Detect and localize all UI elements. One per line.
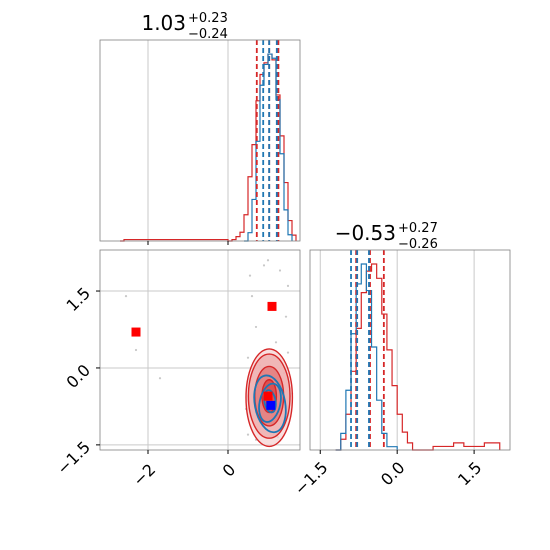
top-panel-histogram-blue bbox=[244, 53, 293, 242]
corner-scatter-point-17 bbox=[124, 295, 128, 298]
right-panel-tick-label-x-1: 0.0 bbox=[377, 458, 408, 489]
right-panel-title-value: −0.53 bbox=[335, 221, 396, 245]
right-panel-tick-label-x-2: 1.5 bbox=[454, 458, 485, 489]
corner-blue-contour-2 bbox=[253, 374, 287, 434]
corner-blue-contour-0 bbox=[263, 389, 277, 414]
corner-frame bbox=[99, 249, 301, 451]
corner-scatter-point-8 bbox=[286, 351, 290, 354]
right-panel-title-lower-error: −0.26 bbox=[398, 237, 438, 252]
right-panel-title: −0.53 +0.27−0.26 bbox=[335, 221, 438, 252]
corner-tick-label-x-0: −2 bbox=[129, 460, 159, 490]
corner-scatter-point-2 bbox=[278, 269, 282, 272]
right-panel-frame bbox=[309, 249, 511, 451]
corner-scatter-point-13 bbox=[246, 433, 250, 436]
top-panel-title-upper-error: +0.23 bbox=[188, 11, 228, 26]
corner-scatter-point-1 bbox=[262, 264, 266, 267]
corner-scatter-point-9 bbox=[246, 356, 250, 359]
corner-scatter-point-4 bbox=[250, 295, 254, 298]
corner-tick-label-y-1: 0.0 bbox=[63, 361, 94, 392]
corner-scatter-point-6 bbox=[274, 341, 278, 344]
right-panel-histogram-red bbox=[335, 263, 501, 451]
corner-red-marker-1 bbox=[267, 301, 277, 311]
top-panel-title: 1.03 +0.23−0.24 bbox=[141, 11, 227, 42]
top-panel-title-lower-error: −0.24 bbox=[188, 27, 228, 42]
right-panel-tick-label-x-0: −1.5 bbox=[291, 458, 332, 499]
corner-scatter-point-18 bbox=[134, 348, 138, 352]
right-panel-title-upper-error: +0.27 bbox=[398, 221, 438, 236]
corner-scatter-point-7 bbox=[254, 325, 258, 329]
corner-blue-marker bbox=[266, 400, 276, 410]
corner-tick-label-y-2: 1.5 bbox=[63, 284, 94, 315]
top-panel-title-value: 1.03 bbox=[141, 11, 186, 35]
corner-scatter-point-20 bbox=[266, 259, 270, 262]
corner-tick-label-x-1: 0 bbox=[219, 460, 240, 481]
right-panel-histogram-blue bbox=[335, 263, 398, 451]
corner-red-marker-0 bbox=[131, 327, 141, 337]
corner-scatter-point-3 bbox=[286, 284, 290, 287]
corner-blue-contour-1 bbox=[258, 382, 282, 423]
corner-scatter-point-19 bbox=[158, 377, 162, 380]
corner-scatter-point-5 bbox=[284, 315, 288, 318]
top-panel-frame bbox=[99, 39, 301, 242]
corner-scatter-point-0 bbox=[248, 274, 252, 277]
corner-red-marker-2 bbox=[263, 391, 273, 401]
corner-tick-label-y-0: −1.5 bbox=[53, 437, 94, 478]
